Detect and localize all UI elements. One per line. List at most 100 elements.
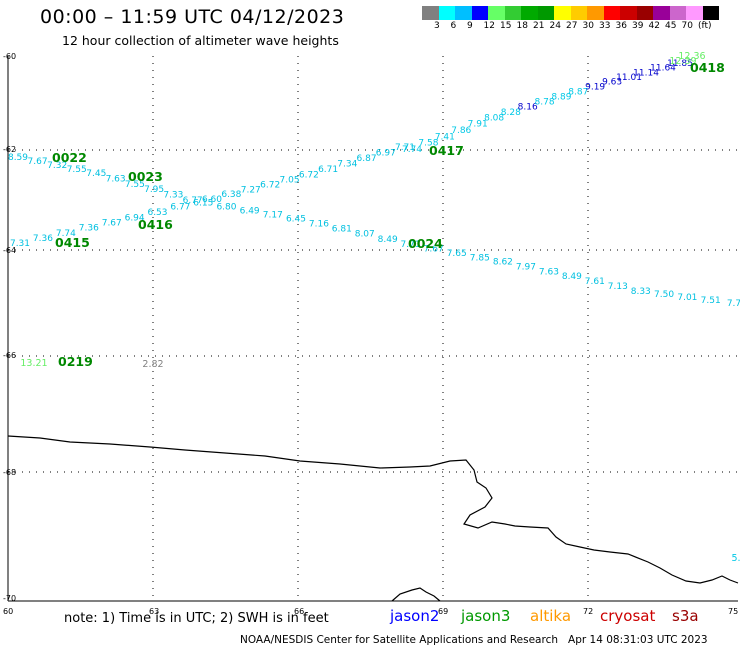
wave-height-label: 11.85 [667, 59, 693, 69]
lon-label: 75 [728, 607, 738, 616]
wave-height-label: 8.16 [518, 103, 538, 113]
credit-text: NOAA/NESDIS Center for Satellite Applica… [240, 634, 558, 646]
wave-height-label: 7.50 [654, 290, 674, 300]
legend-swatch [686, 6, 703, 20]
antarctic-coastline [7, 435, 739, 602]
lon-label: 63 [149, 607, 159, 616]
legend-label: 6 [450, 21, 457, 31]
wave-height-label: 7.27 [241, 185, 261, 195]
lat-label: -62 [3, 145, 16, 154]
satellite-s3a: s3a [672, 607, 699, 625]
lat-label: -66 [3, 351, 16, 360]
legend-swatch [521, 6, 538, 20]
legend-swatch [669, 6, 686, 20]
wave-height-label: 6.72 [299, 170, 319, 180]
wave-height-label: 7.61 [585, 277, 605, 287]
coastline-fragment [391, 587, 441, 602]
wave-height-label: 7.85 [470, 253, 490, 263]
coastline-main [7, 435, 739, 584]
legend-swatch [603, 6, 620, 20]
legend-swatch [653, 6, 670, 20]
pass-time-label: 0219 [58, 354, 93, 369]
satellite-tracks: 7.747.587.417.867.918.088.288.168.788.89… [8, 51, 740, 564]
wave-height-label: 6.71 [318, 165, 338, 175]
wave-height-label: 7.31 [10, 239, 30, 249]
credit-timestamp: Apr 14 08:31:03 UTC 2023 [568, 634, 708, 646]
wave-height-label: 7.97 [516, 262, 536, 272]
wave-height-label: 7.63 [539, 267, 559, 277]
wave-height-label: 6.45 [286, 214, 306, 224]
pass-time-label: 0023 [128, 169, 163, 184]
wave-height-label: 5. [731, 553, 740, 564]
legend-label: 24 [549, 21, 561, 31]
map-grid [8, 56, 738, 601]
wave-height-label: 7.86 [451, 126, 471, 136]
wave-height-label: 8.78 [535, 98, 555, 108]
wave-height-label: 7.45 [86, 169, 106, 179]
wave-height-label: 13.21 [20, 358, 47, 369]
legend-swatch [587, 6, 604, 20]
lon-label: 72 [583, 607, 593, 616]
satellite-jason2: jason2 [390, 607, 440, 625]
lon-label: 69 [438, 607, 448, 616]
wave-height-label: 6.77 [183, 196, 203, 206]
wave-height-label: 7.51 [701, 296, 721, 306]
wave-height-label: 6.15 [193, 199, 213, 209]
wave-height-label: 7.74 [56, 229, 76, 239]
wave-height-label: 7.16 [309, 219, 329, 229]
wave-height-label: 7.67 [424, 245, 444, 255]
wave-height-label: 7.36 [33, 234, 53, 244]
pass-time-label: 0418 [690, 60, 725, 75]
wave-height-label: 6.81 [332, 225, 352, 235]
wave-height-label: 7.36 [79, 224, 99, 234]
lat-label: -64 [3, 246, 16, 255]
wave-height-label: 7.67 [28, 157, 48, 167]
wave-height-label: 7.74 [402, 145, 422, 155]
legend-swatch [488, 6, 505, 20]
pass-time-label: 0024 [408, 236, 443, 251]
page-title: 00:00 – 11:59 UTC 04/12/2023 [40, 6, 345, 28]
wave-height-label: 12.36 [678, 51, 705, 62]
wave-height-label: 6.97 [376, 148, 396, 158]
wave-height-label: 8.49 [562, 272, 582, 282]
legend-swatch [504, 6, 521, 20]
wave-height-label: 7.67 [102, 219, 122, 229]
legend-swatch [455, 6, 472, 20]
footer-note: note: 1) Time is in UTC; 2) SWH is in fe… [64, 611, 329, 626]
wave-height-label: 8.87 [568, 88, 588, 98]
satellite-jason3: jason3 [461, 607, 511, 625]
legend-label: 9 [467, 21, 473, 31]
wave-height-label: 6.87 [357, 154, 377, 164]
legend-label: 27 [566, 21, 578, 31]
wave-height-label: 6.77 [170, 203, 190, 213]
wave-height-label: 7.05 [280, 176, 300, 186]
wave-height-label: 11.14 [633, 68, 659, 78]
wave-height-label: 6.38 [221, 190, 241, 200]
wave-height-label: 7.58 [418, 139, 438, 149]
wave-height-label: 6.94 [125, 213, 145, 223]
legend-label: 12 [483, 21, 495, 31]
wave-height-label: 7.01 [677, 293, 697, 303]
wave-height-label: 8.59 [8, 153, 28, 163]
wave-height-label: 6.53 [147, 208, 167, 218]
color-legend [422, 6, 719, 20]
legend-label: 3 [434, 21, 440, 31]
lat-label: -60 [3, 52, 16, 61]
wave-height-label: 6.60 [202, 195, 222, 205]
wave-height-label: 2.82 [142, 359, 163, 370]
legend-label: 15 [500, 21, 512, 31]
wave-height-label: 7.65 [447, 249, 467, 259]
legend-swatch [620, 6, 637, 20]
lat-label: -68 [3, 468, 16, 477]
wave-height-label: 7.91 [468, 120, 488, 130]
color-legend-labels: 3 6 9 12 15 18 21 24 27 30 33 36 39 42 45 70 (ft) [422, 21, 740, 33]
pass-time-label: 0417 [429, 143, 464, 158]
legend-swatch [636, 6, 653, 20]
wave-height-label: 7.71 [401, 240, 421, 250]
wave-height-label: 6.72 [260, 180, 280, 190]
footer-credit: NOAA/NESDIS Center for Satellite Applica… [240, 634, 708, 646]
satellite-cryosat: cryosat [600, 607, 656, 625]
wave-height-label: 7.34 [337, 159, 357, 169]
legend-label: 30 [582, 21, 594, 31]
